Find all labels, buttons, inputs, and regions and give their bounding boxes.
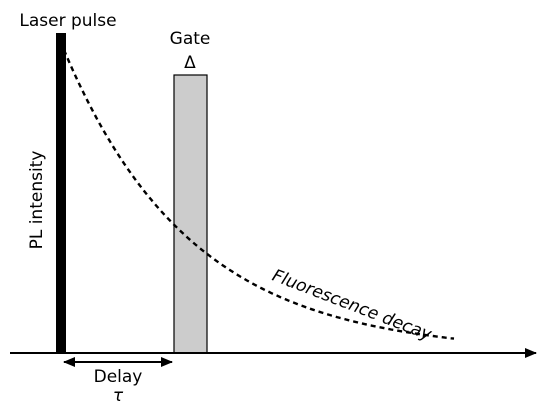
decay-curve	[62, 49, 455, 340]
decay-label: Fluorescence decay	[269, 266, 435, 346]
y-axis-label: PL intensity	[27, 151, 47, 250]
laser-pulse-label: Laser pulse	[19, 11, 116, 31]
gate-window	[173, 74, 208, 354]
laser-pulse-bar	[56, 33, 66, 354]
gate-width-label: Δ	[184, 53, 196, 73]
gate-label: Gate	[170, 29, 211, 49]
delay-symbol: τ	[113, 386, 124, 403]
delay-label: Delay	[94, 367, 143, 387]
